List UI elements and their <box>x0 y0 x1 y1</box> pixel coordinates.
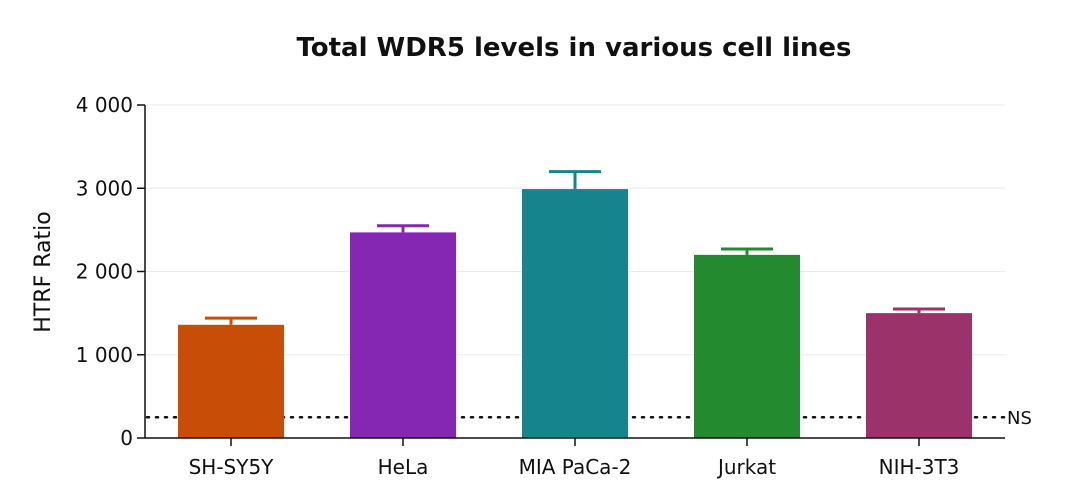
ns-label: NS <box>1007 408 1032 429</box>
x-tick-label: MIA PaCa-2 <box>519 455 632 479</box>
x-tick-label: HeLa <box>378 455 429 479</box>
y-tick-label: 2 000 <box>76 260 133 284</box>
x-tick-label: NIH-3T3 <box>879 455 960 479</box>
reference-line-group: NS <box>145 408 1032 429</box>
chart-title: Total WDR5 levels in various cell lines <box>296 33 851 63</box>
bar <box>178 324 284 438</box>
x-tick-label: Jurkat <box>716 455 776 479</box>
bar <box>522 189 628 438</box>
y-tick-label: 1 000 <box>76 343 133 367</box>
x-tick-label: SH-SY5Y <box>189 455 275 479</box>
y-tick-label: 3 000 <box>76 176 133 200</box>
y-tick-label: 4 000 <box>76 93 133 117</box>
bar <box>694 254 800 438</box>
y-tick-label: 0 <box>120 426 133 450</box>
bar <box>866 313 972 438</box>
bars <box>178 170 972 438</box>
bar <box>350 232 456 438</box>
y-axis-label: HTRF Ratio <box>31 211 56 332</box>
axes: 0 1 000 2 000 3 000 4 000 SH-SY5Y HeLa MIA PaCa… <box>76 93 1005 479</box>
